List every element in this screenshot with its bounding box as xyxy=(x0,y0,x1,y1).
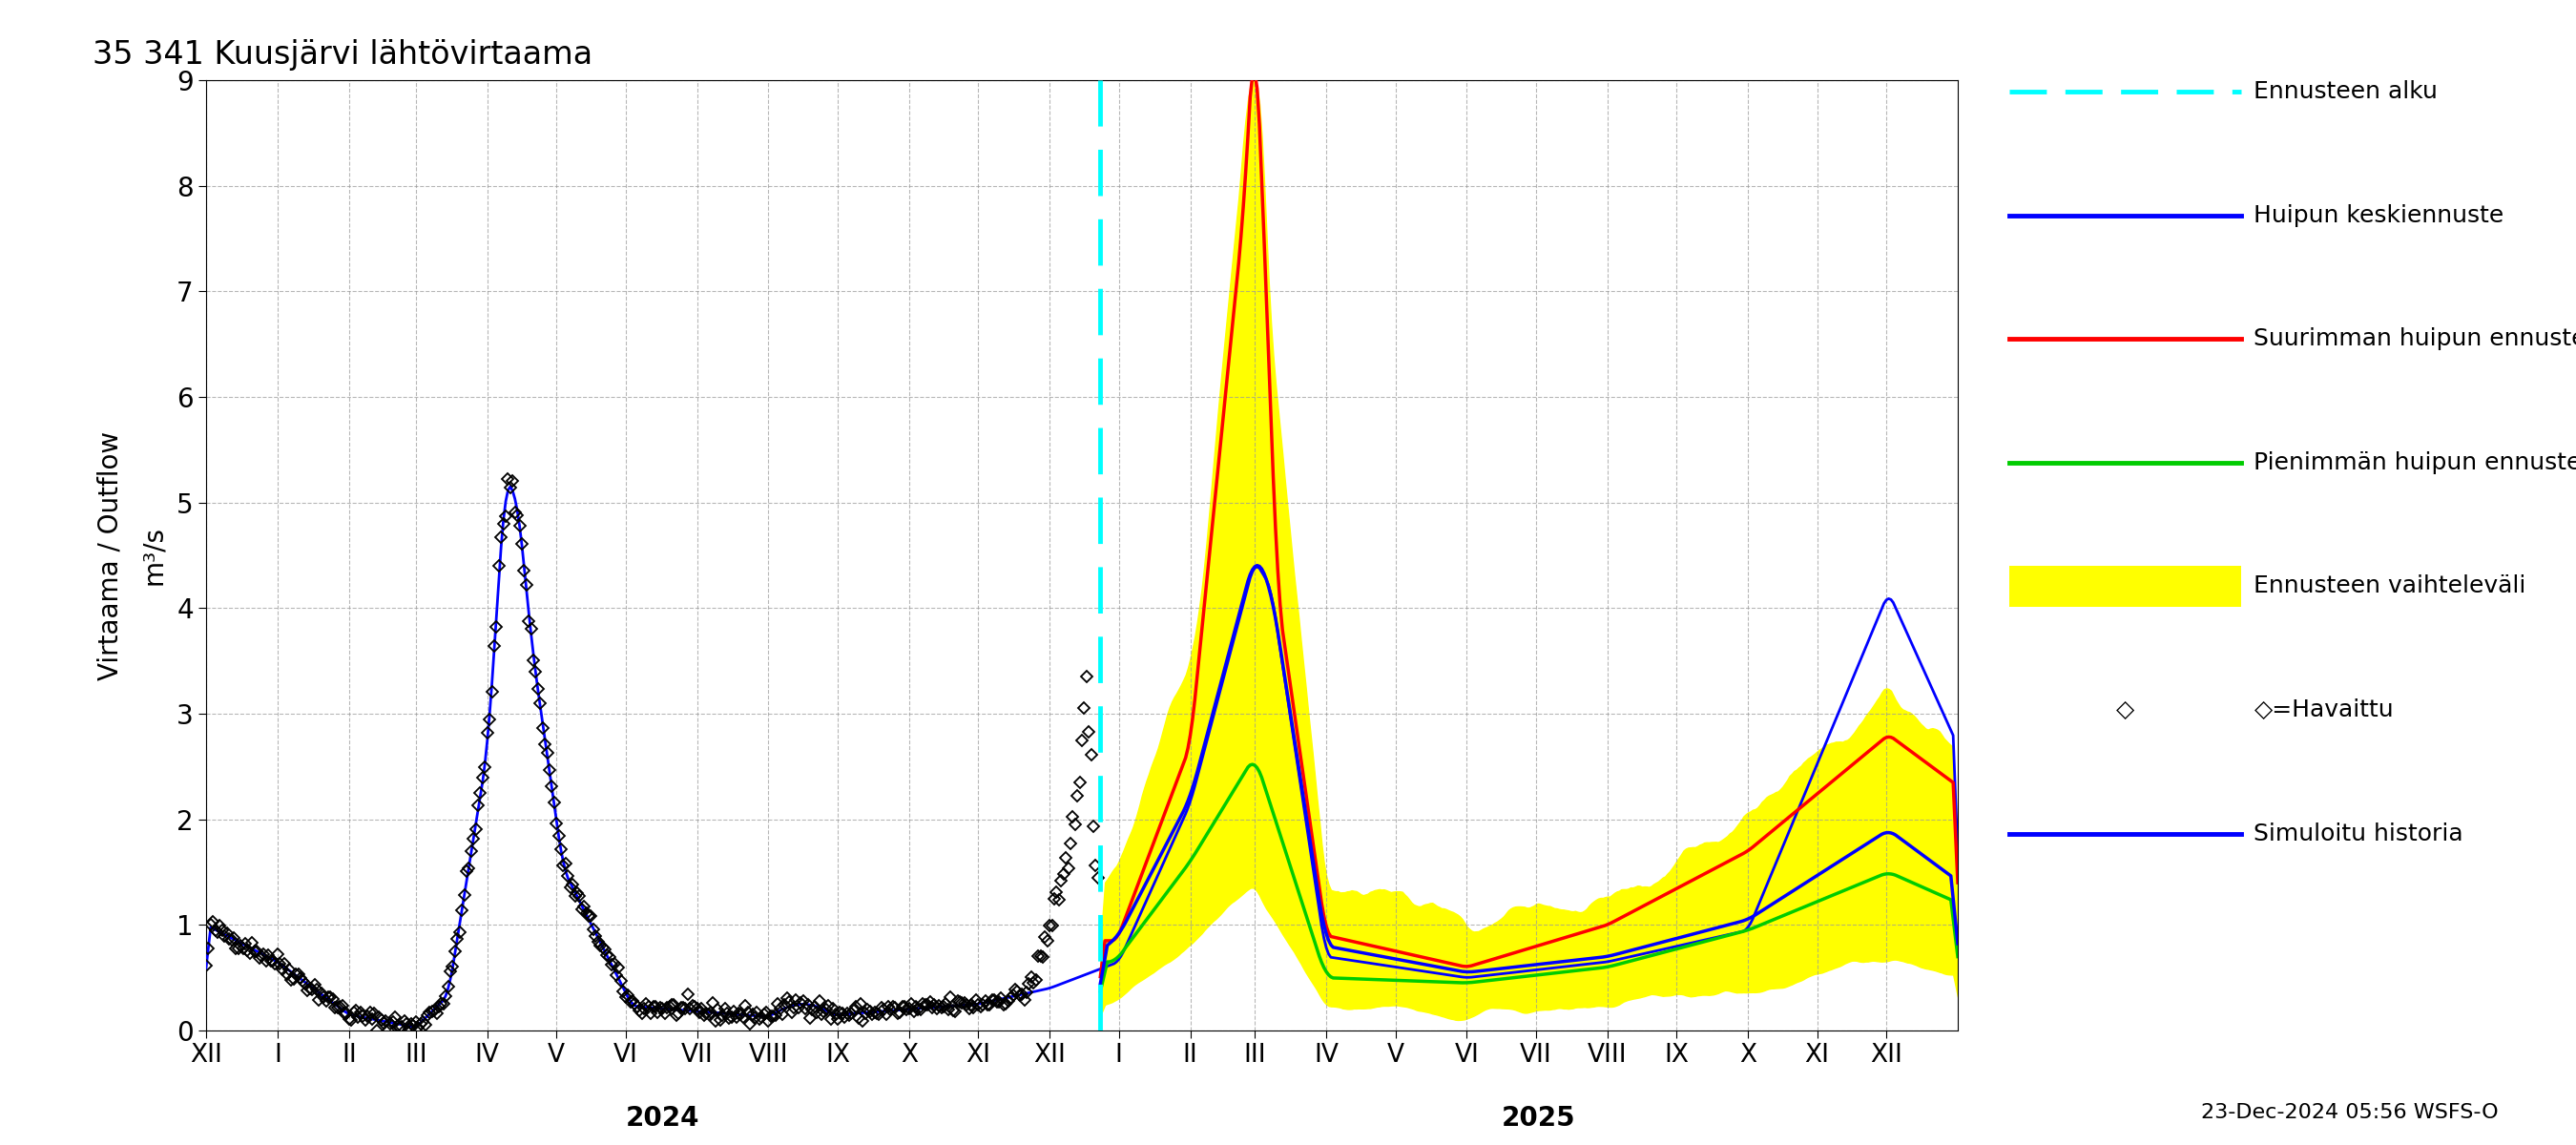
Text: Ennusteen alku: Ennusteen alku xyxy=(2254,80,2437,103)
Text: Pienimmän huipun ennuste: Pienimmän huipun ennuste xyxy=(2254,451,2576,474)
Text: Huipun keskiennuste: Huipun keskiennuste xyxy=(2254,204,2504,227)
Text: ◇: ◇ xyxy=(2115,698,2136,721)
Text: ◇=Havaittu: ◇=Havaittu xyxy=(2254,698,2393,721)
Text: 2024: 2024 xyxy=(626,1105,701,1131)
Text: 23-Dec-2024 05:56 WSFS-O: 23-Dec-2024 05:56 WSFS-O xyxy=(2202,1103,2499,1122)
Text: Simuloitu historia: Simuloitu historia xyxy=(2254,822,2463,845)
Text: Suurimman huipun ennuste: Suurimman huipun ennuste xyxy=(2254,327,2576,350)
Text: Virtaama / Outflow: Virtaama / Outflow xyxy=(95,431,124,680)
Text: m³/s: m³/s xyxy=(139,526,167,585)
Text: 35 341 Kuusjärvi lähtövirtaama: 35 341 Kuusjärvi lähtövirtaama xyxy=(93,39,592,71)
Text: Ennusteen vaihteleväli: Ennusteen vaihteleväli xyxy=(2254,575,2527,598)
Text: 2025: 2025 xyxy=(1502,1105,1577,1131)
